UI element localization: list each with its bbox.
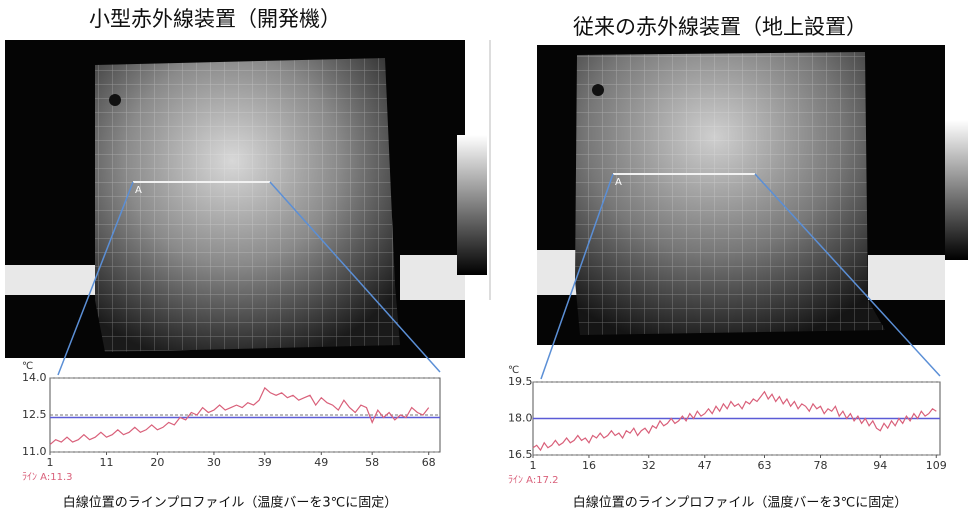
cursor-label: ﾗｲﾝ A:17.2: [508, 475, 558, 486]
y-tick-label: 12.5: [22, 408, 47, 421]
x-tick-label: 68: [422, 456, 436, 469]
y-tick-label: 18.0: [508, 412, 533, 425]
caption: 白線位置のラインプロファイル（温度バーを3℃に固定）: [63, 495, 397, 511]
x-tick-label: 49: [314, 456, 328, 469]
x-tick-label: 30: [207, 456, 221, 469]
figure: 小型赤外線装置（開発機）A℃11.012.514.011120303949586…: [0, 0, 968, 515]
cursor-label: ﾗｲﾝ A:11.3: [22, 472, 72, 483]
chart-title: 小型赤外線装置（開発機）: [89, 7, 341, 31]
thermal-image: [537, 45, 968, 345]
x-tick-label: 11: [100, 456, 114, 469]
x-tick-label: 58: [365, 456, 379, 469]
chart-title: 従来の赤外線装置（地上設置）: [573, 15, 867, 39]
y-tick-label: 11.0: [22, 445, 47, 458]
caption: 白線位置のラインプロファイル（温度バーを3℃に固定）: [573, 495, 907, 511]
x-tick-label: 78: [814, 459, 828, 472]
x-tick-label: 47: [698, 459, 712, 472]
x-tick-label: 16: [582, 459, 596, 472]
marker-label: A: [615, 177, 622, 188]
y-tick-label: 19.5: [508, 375, 533, 388]
x-tick-label: 1: [47, 456, 54, 469]
x-tick-label: 109: [926, 459, 947, 472]
x-tick-label: 63: [758, 459, 772, 472]
x-tick-label: 20: [150, 456, 164, 469]
x-tick-label: 1: [530, 459, 537, 472]
thermal-image: [5, 40, 487, 358]
x-tick-label: 32: [642, 459, 656, 472]
x-tick-label: 94: [873, 459, 887, 472]
marker-label: A: [135, 185, 142, 196]
y-tick-label: 14.0: [22, 371, 47, 384]
x-tick-label: 39: [258, 456, 272, 469]
